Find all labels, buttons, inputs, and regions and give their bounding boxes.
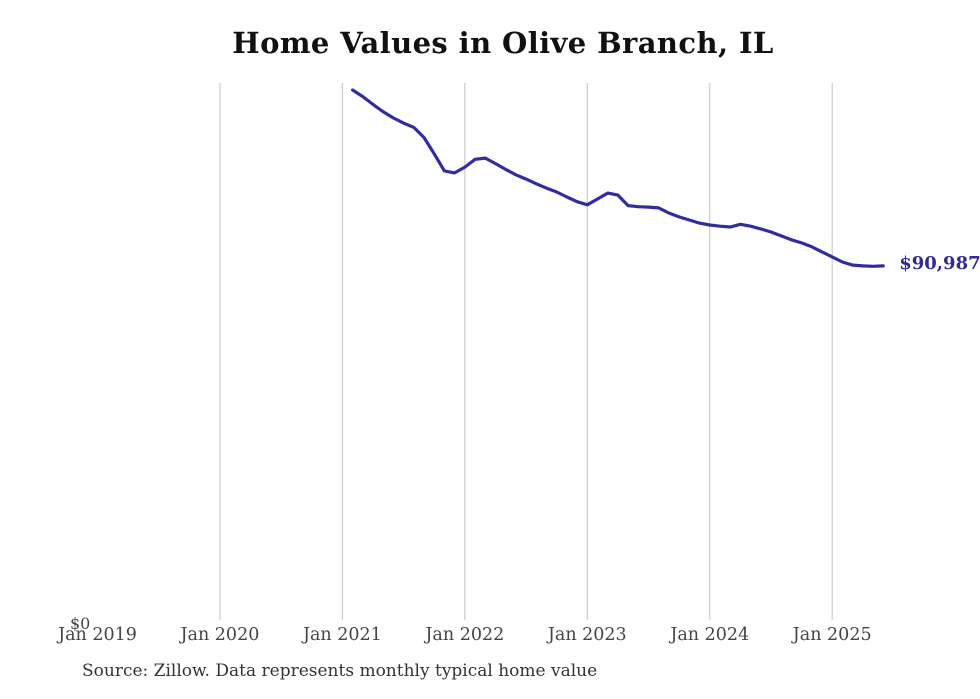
home-value-line: [351, 88, 885, 268]
chart-title: Home Values in Olive Branch, IL: [232, 26, 774, 60]
latest-value-label: $90,987: [899, 252, 980, 274]
source-note: Source: Zillow. Data represents monthly …: [82, 661, 598, 681]
y-axis-zero-label: $0: [70, 614, 91, 633]
